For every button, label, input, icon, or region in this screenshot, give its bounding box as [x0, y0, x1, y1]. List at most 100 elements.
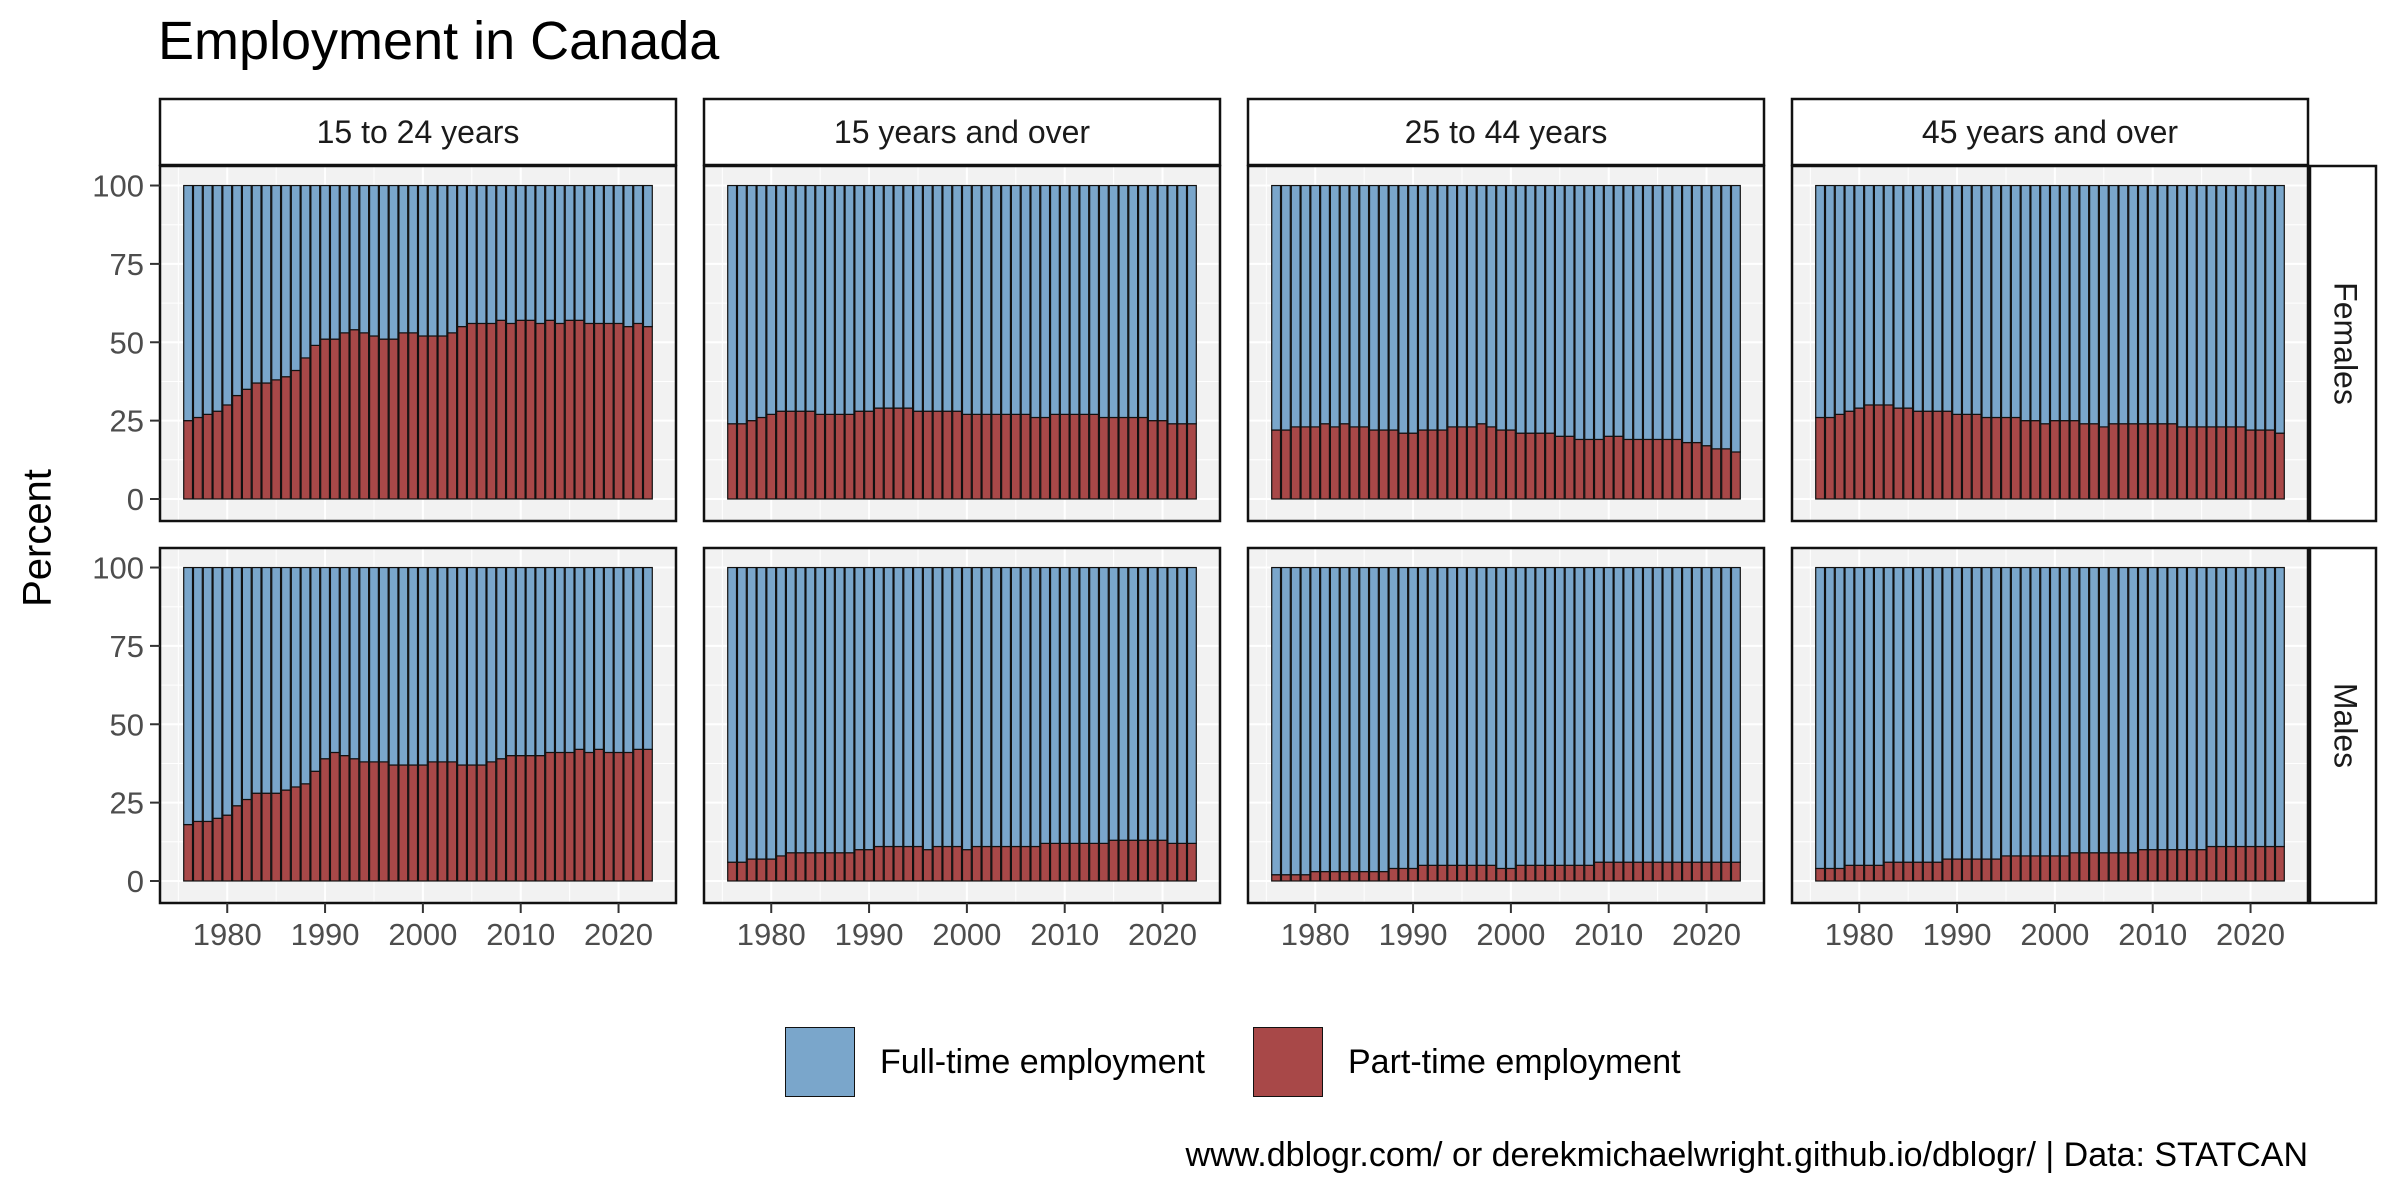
panel-males-25-to-44-years-bar-full-time-1994: [1447, 566, 1458, 866]
panel-males-15-to-24-years-bar-full-time-1999: [408, 566, 419, 766]
panel-males-15-years-and-over-bar-part-time-2021: [1167, 842, 1178, 882]
panel-females-45-years-and-over-bar-part-time-2009: [2137, 423, 2148, 500]
panel-females-25-to-44-years-bar-full-time-2007: [1574, 184, 1585, 441]
panel-females-15-to-24-years-bar-part-time-2009: [505, 322, 516, 500]
panel-females-15-years-and-over-bar-part-time-1980: [766, 413, 777, 500]
panel-females-15-to-24-years-bar-part-time-1980: [222, 404, 233, 500]
panel-males-45-years-and-over-bar-part-time-2001: [2059, 855, 2070, 882]
panel-males-45-years-and-over-bar-part-time-2011: [2157, 849, 2168, 882]
panel-females-15-years-and-over-bar-full-time-2005: [1010, 184, 1021, 415]
x-tick-label: 2000: [932, 917, 1001, 952]
panel-males-25-to-44-years-bar-part-time-2012: [1623, 861, 1634, 882]
panel-males-25-to-44-years-bar-full-time-1991: [1417, 566, 1428, 866]
y-tick-label: 0: [127, 482, 144, 517]
panel-females-45-years-and-over-bar-full-time-2020: [2245, 184, 2256, 431]
panel-males-45-years-and-over-bar-full-time-2016: [2206, 566, 2217, 848]
y-tick-label: 75: [110, 629, 144, 664]
panel-males-15-to-24-years-bar-part-time-1989: [310, 770, 321, 882]
y-tick-label: 25: [110, 786, 144, 821]
panel-males-25-to-44-years-bar-full-time-2018: [1681, 566, 1692, 863]
panel-males-25-to-44-years-bar-full-time-1976: [1271, 566, 1282, 876]
panel-females-15-years-and-over-bar-part-time-2008: [1040, 416, 1051, 500]
panel-females-15-years-and-over-bar-part-time-1985: [815, 413, 826, 500]
panel-males-45-years-and-over-bar-part-time-1989: [1942, 858, 1953, 882]
panel-males-15-years-and-over-bar-full-time-1983: [795, 566, 806, 854]
panel-females-25-to-44-years-border: [1246, 164, 1766, 523]
panel-males-45-years-and-over-bar-part-time-1978: [1834, 867, 1845, 882]
panel-females-15-years-and-over-bar-part-time-1982: [785, 410, 796, 500]
facet-strip-label-males: Males: [2328, 683, 2364, 768]
panel-males-15-years-and-over-bar-full-time-1981: [776, 566, 787, 857]
x-tick-label: 1980: [737, 917, 806, 952]
panel-males-15-to-24-years-bar-part-time-1977: [192, 820, 203, 882]
panel-females-25-to-44-years-bar-full-time-1977: [1280, 184, 1291, 431]
panel-females-45-years-and-over-bar-part-time-2006: [2108, 423, 2119, 500]
panel-females-15-years-and-over-bar-full-time-1997: [932, 184, 943, 412]
panel-females-15-years-and-over-bar-full-time-1991: [873, 184, 884, 409]
panel-females-15-to-24-years-bar-part-time-1988: [300, 357, 311, 500]
panel-males-25-to-44-years-bar-part-time-1978: [1290, 874, 1301, 882]
panel-females-45-years-and-over-bar-part-time-2021: [2255, 429, 2266, 500]
panel-females-45-years-and-over-bar-part-time-1981: [1864, 404, 1875, 500]
panel-females-45-years-and-over-bar-full-time-1991: [1961, 184, 1972, 415]
legend-label-part-time: Part-time employment: [1348, 1043, 1681, 1081]
panel-females-15-years-and-over-bar-full-time-1994: [903, 184, 914, 409]
panel-females-15-years-and-over-bar-part-time-2017: [1128, 416, 1139, 500]
panel-males-15-to-24-years-bar-full-time-2014: [554, 566, 565, 754]
panel-females-25-to-44-years-bar-full-time-1996: [1466, 184, 1477, 428]
panel-males-45-years-and-over-bar-part-time-2022: [2265, 845, 2276, 882]
panel-females-45-years-and-over-bar-full-time-2009: [2137, 184, 2148, 425]
panel-females-15-to-24-years-bar-full-time-1987: [290, 184, 301, 372]
panel-females-15-years-and-over-bar-part-time-1977: [736, 423, 747, 500]
panel-females-25-to-44-years-bar-full-time-2010: [1603, 184, 1614, 437]
panel-males-25-to-44-years-bar-part-time-1997: [1476, 864, 1487, 882]
panel-females-15-to-24-years-bar-part-time-1978: [202, 413, 213, 500]
panel-females-25-to-44-years-bar-part-time-1996: [1466, 426, 1477, 500]
panel-females-15-to-24-years-bar-part-time-2003: [447, 332, 458, 500]
panel-males-45-years-and-over-bar-full-time-1996: [2010, 566, 2021, 857]
panel-males-15-to-24-years-bar-part-time-1994: [359, 761, 370, 882]
panel-males-15-to-24-years-bar-part-time-1979: [212, 817, 223, 882]
panel-females-45-years-and-over-bar-part-time-1992: [1971, 413, 1982, 500]
panel-males-15-to-24-years-bar-full-time-2023: [642, 566, 653, 750]
panel-males-15-years-and-over-bar-part-time-1980: [766, 858, 777, 882]
panel-females-45-years-and-over-bar-part-time-1982: [1873, 404, 1884, 500]
panel-males-15-years-and-over-bar-full-time-2012: [1079, 566, 1090, 844]
panel-males-15-to-24-years-bar-full-time-1991: [329, 566, 340, 754]
panel-females-15-to-24-years-bar-part-time-1996: [378, 338, 389, 500]
panel-females-15-to-24-years-bar-full-time-2011: [525, 184, 536, 321]
panel-males-45-years-and-over-bar-part-time-2006: [2108, 852, 2119, 882]
panel-males-25-to-44-years-bar-part-time-2008: [1584, 864, 1595, 882]
panel-females-15-to-24-years-bar-part-time-1993: [349, 329, 360, 500]
panel-males-25-to-44-years-bar-full-time-1999: [1496, 566, 1507, 870]
panel-females-15-years-and-over-bar-full-time-1984: [805, 184, 816, 412]
panel-females-45-years-and-over-bar-part-time-2001: [2059, 420, 2070, 500]
panel-females-15-years-and-over-bar-full-time-2008: [1040, 184, 1051, 419]
panel-females-15-years-and-over-bar-part-time-2011: [1069, 413, 1080, 500]
panel-males-15-years-and-over-bar-full-time-2020: [1157, 566, 1168, 841]
panel-females-15-to-24-years-bar-full-time-2000: [417, 184, 428, 337]
panel-females-25-to-44-years-bar-full-time-2002: [1525, 184, 1536, 434]
panel-females-15-years-and-over-bar-part-time-2020: [1157, 420, 1168, 500]
x-tick-label: 1980: [1825, 917, 1894, 952]
panel-females-25-to-44-years-bar-part-time-1981: [1320, 423, 1331, 500]
panel-males-45-years-and-over-bar-part-time-1988: [1932, 861, 1943, 882]
panel-females-15-to-24-years-bar-full-time-2022: [633, 184, 644, 325]
panel-males-15-years-and-over-bar-full-time-1988: [844, 566, 855, 854]
panel-males-45-years-and-over-bar-full-time-1988: [1932, 566, 1943, 863]
panel-females-15-to-24-years-bar-part-time-1979: [212, 410, 223, 500]
panel-females-25-to-44-years-bar-part-time-2000: [1505, 429, 1516, 500]
panel-females-15-years-and-over-bar-full-time-2019: [1147, 184, 1158, 422]
panel-males-15-years-and-over-bar-full-time-2000: [961, 566, 972, 851]
panel-females-25-to-44-years-bar-part-time-1982: [1329, 426, 1340, 500]
panel-males-45-years-and-over-bar-full-time-2019: [2235, 566, 2246, 848]
x-tick-label: 2020: [1128, 917, 1197, 952]
panel-females-25-to-44-years-bar-full-time-2003: [1535, 184, 1546, 434]
panel-males-15-to-24-years-bar-full-time-2008: [496, 566, 507, 760]
panel-males-25-to-44-years-bar-part-time-2018: [1681, 861, 1692, 882]
panel-females-45-years-and-over-bar-part-time-2018: [2225, 426, 2236, 500]
panel-males-15-to-24-years-bar-part-time-1997: [388, 764, 399, 882]
panel-females-25-to-44-years-bar-full-time-1993: [1437, 184, 1448, 431]
panel-females-15-to-24-years-bar-full-time-1996: [378, 184, 389, 340]
panel-males-15-years-and-over-bar-part-time-1999: [952, 845, 963, 882]
